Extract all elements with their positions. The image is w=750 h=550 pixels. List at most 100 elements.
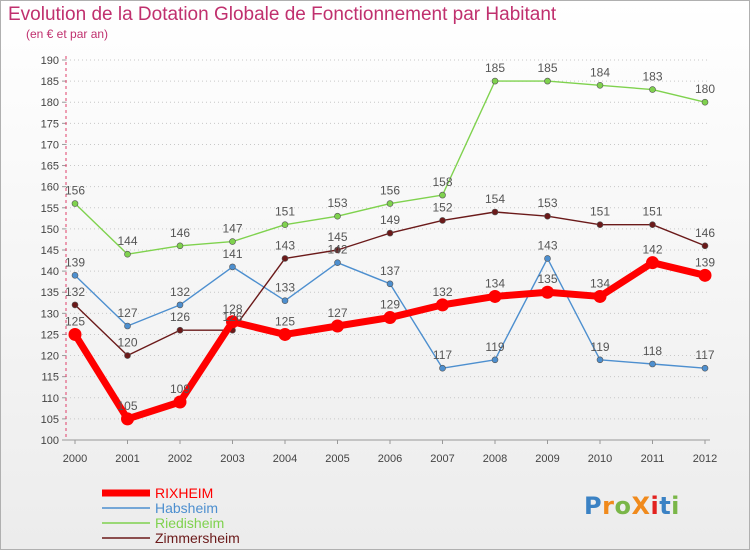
data-point bbox=[173, 395, 187, 409]
logo-letter: P bbox=[584, 492, 603, 520]
data-label: 144 bbox=[117, 234, 137, 248]
data-label: 156 bbox=[380, 184, 400, 198]
data-label: 134 bbox=[590, 276, 610, 290]
data-label: 184 bbox=[590, 65, 610, 79]
x-tick-label: 2011 bbox=[641, 453, 665, 465]
x-tick-label: 2010 bbox=[588, 453, 612, 465]
x-tick-label: 2007 bbox=[430, 453, 454, 465]
data-label: 135 bbox=[537, 272, 557, 286]
data-label: 185 bbox=[537, 61, 557, 75]
data-label: 133 bbox=[275, 281, 295, 295]
data-label: 132 bbox=[432, 285, 452, 299]
data-point bbox=[436, 298, 449, 312]
data-point bbox=[334, 246, 341, 254]
x-tick-label: 2000 bbox=[63, 453, 87, 465]
data-label: 183 bbox=[642, 70, 662, 84]
data-labels: 139 127 132 141 133 142 137 117 119 143 119 118 117 1… bbox=[65, 61, 715, 413]
y-tick-label: 190 bbox=[41, 55, 59, 67]
data-point bbox=[491, 356, 499, 364]
data-label: 129 bbox=[380, 298, 400, 312]
data-label: 185 bbox=[485, 61, 505, 75]
data-point bbox=[281, 221, 289, 228]
data-label: 152 bbox=[432, 200, 452, 214]
logo-letter: t bbox=[659, 492, 672, 520]
logo-letter: i bbox=[671, 492, 680, 520]
data-point bbox=[383, 311, 397, 325]
data-label: 132 bbox=[170, 285, 190, 299]
data-point bbox=[226, 315, 239, 329]
data-point bbox=[544, 77, 551, 85]
y-tick-label: 135 bbox=[41, 287, 59, 299]
data-point bbox=[71, 272, 79, 279]
data-label: 126 bbox=[222, 310, 242, 324]
data-point bbox=[491, 208, 499, 216]
data-point bbox=[278, 327, 292, 341]
data-point bbox=[649, 221, 656, 228]
data-label: 125 bbox=[275, 314, 295, 328]
y-tick-label: 105 bbox=[41, 414, 59, 426]
x-tick-label: 2003 bbox=[220, 453, 244, 465]
series-lines bbox=[68, 77, 712, 426]
chart-title: Evolution de la Dotation Globale de Fonc… bbox=[8, 4, 557, 25]
data-label: 156 bbox=[65, 184, 85, 198]
data-point bbox=[439, 364, 446, 372]
data-point bbox=[386, 200, 394, 207]
data-point bbox=[176, 242, 184, 250]
data-label: 149 bbox=[380, 213, 400, 227]
data-point bbox=[124, 322, 131, 330]
x-tick-label: 2002 bbox=[168, 453, 192, 465]
data-point bbox=[541, 285, 554, 299]
x-tick-label: 2012 bbox=[693, 453, 717, 465]
data-point bbox=[596, 82, 604, 89]
y-tick-label: 150 bbox=[41, 224, 59, 236]
data-label: 147 bbox=[222, 222, 242, 236]
data-label: 119 bbox=[485, 340, 504, 354]
data-point bbox=[281, 255, 289, 262]
data-label: 117 bbox=[695, 348, 714, 362]
data-label: 125 bbox=[65, 314, 85, 328]
data-point bbox=[701, 242, 709, 250]
data-point bbox=[488, 289, 502, 303]
data-point bbox=[544, 212, 551, 220]
data-point bbox=[176, 326, 184, 334]
x-tick-label: 2008 bbox=[483, 453, 507, 465]
data-label: 139 bbox=[695, 255, 715, 269]
data-point bbox=[68, 327, 82, 341]
x-tick-label: 2004 bbox=[273, 453, 297, 465]
data-point bbox=[386, 280, 394, 288]
data-point bbox=[71, 200, 79, 207]
data-point bbox=[649, 360, 656, 368]
legend-label: Zimmersheim bbox=[155, 530, 240, 546]
y-tick-label: 145 bbox=[41, 245, 59, 257]
data-label: 137 bbox=[380, 264, 400, 278]
logo-letter: i bbox=[650, 492, 660, 520]
legend-label: Habsheim bbox=[155, 500, 218, 516]
data-label: 154 bbox=[485, 192, 505, 206]
data-point bbox=[698, 268, 712, 282]
data-point bbox=[544, 255, 551, 262]
data-point bbox=[334, 259, 341, 266]
y-tick-label: 160 bbox=[41, 182, 59, 194]
data-point bbox=[331, 319, 344, 333]
data-point bbox=[71, 301, 79, 309]
data-label: 120 bbox=[117, 336, 137, 350]
y-tick-label: 100 bbox=[41, 435, 59, 447]
chart-subtitle: (en € et par an) bbox=[26, 27, 109, 41]
data-point bbox=[386, 229, 394, 237]
data-point bbox=[491, 77, 499, 85]
data-point bbox=[229, 263, 236, 271]
data-label: 119 bbox=[590, 340, 609, 354]
data-label: 105 bbox=[117, 399, 137, 413]
data-label: 127 bbox=[327, 306, 347, 320]
y-tick-label: 180 bbox=[41, 97, 59, 109]
logo-letter: X bbox=[631, 492, 651, 520]
data-point bbox=[124, 352, 131, 359]
data-label: 151 bbox=[275, 205, 295, 219]
y-tick-label: 165 bbox=[41, 161, 59, 173]
data-point bbox=[281, 297, 289, 304]
data-label: 143 bbox=[537, 238, 557, 252]
y-tick-label: 170 bbox=[41, 139, 59, 151]
y-tick-label: 155 bbox=[41, 203, 59, 215]
data-label: 153 bbox=[327, 196, 347, 210]
